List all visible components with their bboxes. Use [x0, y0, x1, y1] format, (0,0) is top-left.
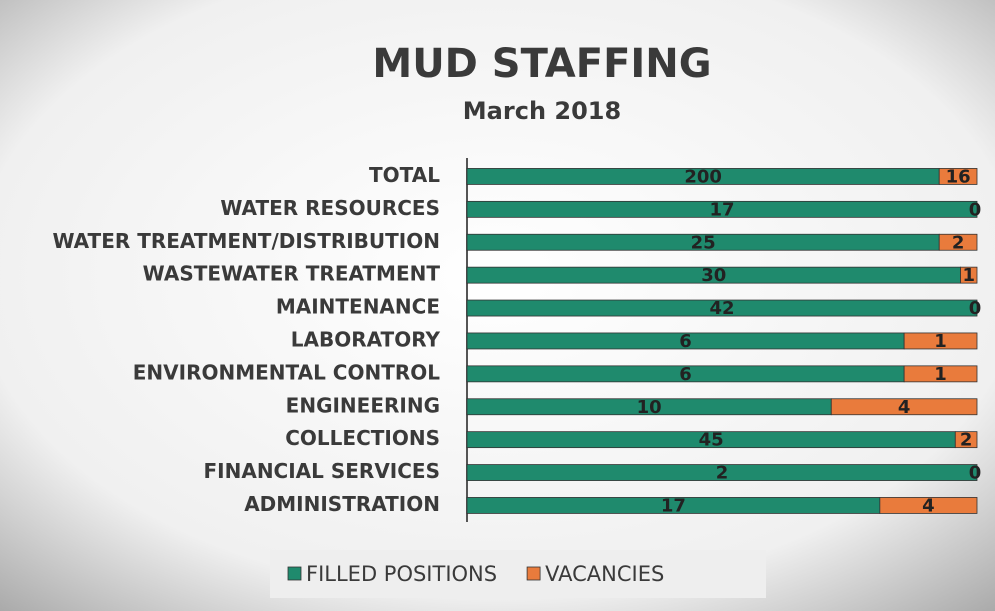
- data-label: 1: [934, 364, 947, 385]
- category-label: COLLECTIONS: [285, 426, 440, 450]
- data-label: 4: [922, 495, 935, 516]
- data-label: 0: [969, 463, 982, 484]
- data-label: 2: [952, 232, 965, 253]
- data-label: 200: [684, 166, 722, 187]
- bar-segment: [466, 200, 978, 218]
- category-label: WASTEWATER TREATMENT: [143, 262, 441, 286]
- category-label: TOTAL: [369, 163, 440, 187]
- data-label: 0: [969, 298, 982, 319]
- category-label: LABORATORY: [291, 327, 441, 351]
- legend-box: [270, 550, 766, 598]
- category-label: ENVIRONMENTAL CONTROL: [133, 360, 441, 384]
- legend-swatch: [526, 566, 541, 581]
- bar-segment: [466, 299, 978, 317]
- data-label: 45: [699, 430, 724, 451]
- legend-label: FILLED POSITIONS: [306, 562, 497, 586]
- category-label: WATER TREATMENT/DISTRIBUTION: [52, 229, 440, 253]
- bar-segment: [960, 266, 978, 284]
- data-label: 42: [709, 298, 734, 319]
- data-label: 0: [969, 199, 982, 220]
- bar-segment: [830, 398, 978, 416]
- legend-label: VACANCIES: [545, 562, 664, 586]
- category-label: MAINTENANCE: [276, 295, 440, 319]
- bar-segment: [938, 168, 978, 185]
- data-label: 10: [637, 397, 662, 418]
- bar-segment: [903, 365, 978, 383]
- bar-segment: [466, 464, 978, 481]
- category-label: WATER RESOURCES: [220, 196, 440, 220]
- data-label: 2: [716, 463, 729, 484]
- category-label: ADMINISTRATION: [244, 492, 440, 516]
- data-label: 25: [691, 232, 716, 253]
- data-label: 16: [946, 166, 971, 187]
- category-label: FINANCIAL SERVICES: [204, 459, 441, 483]
- chart-subtitle: March 2018: [463, 97, 621, 125]
- data-label: 1: [963, 265, 976, 286]
- data-label: 4: [898, 397, 911, 418]
- chart-title: MUD STAFFING: [372, 41, 711, 87]
- data-label: 30: [701, 265, 726, 286]
- data-label: 17: [661, 495, 686, 516]
- bar-segment: [879, 497, 978, 514]
- data-label: 1: [934, 331, 947, 352]
- bar-segment: [938, 233, 978, 251]
- bar-segment: [954, 431, 978, 449]
- data-label: 6: [679, 331, 692, 352]
- legend-swatch: [287, 566, 302, 581]
- bar-segment: [903, 332, 978, 350]
- data-label: 6: [679, 364, 692, 385]
- data-label: 17: [709, 199, 734, 220]
- data-label: 2: [960, 430, 973, 451]
- category-label: ENGINEERING: [286, 393, 440, 417]
